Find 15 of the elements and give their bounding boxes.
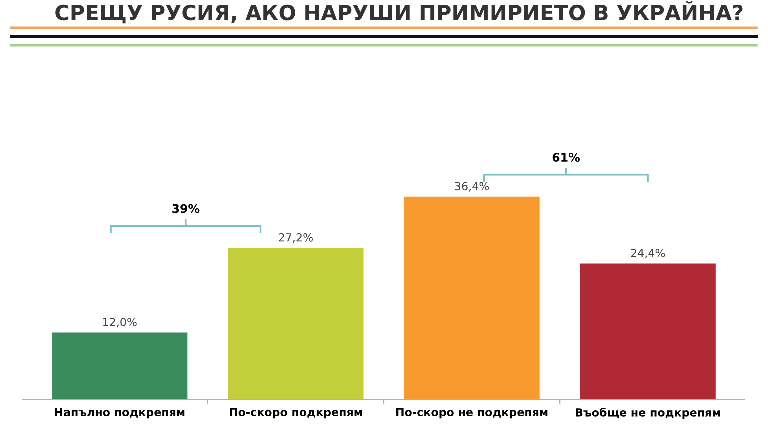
data-label: 12,0% [103, 318, 137, 328]
x-tick-label: По-скоро подкрепям [230, 408, 362, 419]
annotation: 39% [172, 204, 200, 214]
bar [228, 248, 364, 400]
x-tick-label: По-скоро не подкрепям [396, 408, 548, 419]
x-tick-label: Напълно подкрепям [55, 408, 185, 419]
text: 61% [552, 153, 580, 162]
data-label: 36,4% [455, 182, 490, 192]
bar [52, 332, 188, 400]
bar [580, 264, 716, 400]
chart-title: СРЕЩУ РУСИЯ, АКО НАРУШИ ПРИМИРИЕТО В УКРАЙНА? [56, 1, 743, 24]
x-tick-label: Въобще не подкрепям [576, 408, 720, 420]
data-label: 24,4% [631, 249, 666, 259]
bar [404, 196, 540, 400]
data-label: 27,2% [279, 233, 313, 243]
